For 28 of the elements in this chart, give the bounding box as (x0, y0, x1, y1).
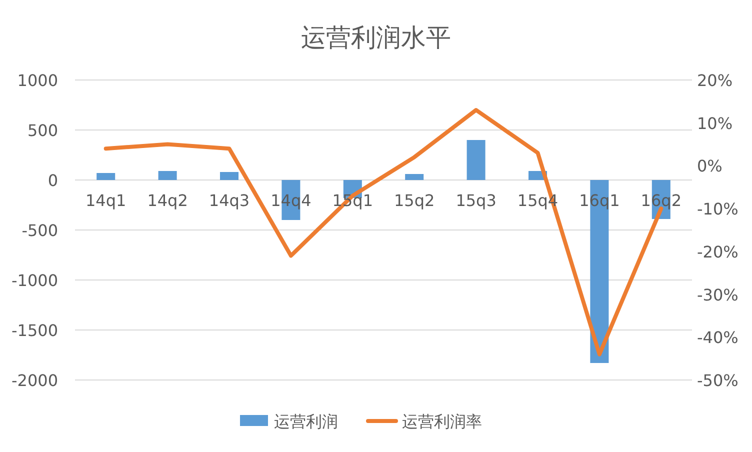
y-tick-label: -500 (22, 221, 58, 240)
bar (158, 171, 177, 180)
chart-title: 运营利润水平 (301, 23, 451, 52)
y2-tick-label: -20% (697, 242, 738, 262)
x-tick-label: 14q3 (208, 191, 250, 210)
y2-tick-label: -50% (697, 371, 738, 390)
y-tick-label: 500 (27, 121, 58, 140)
legend-label: 运营利润 (274, 412, 338, 431)
bar (466, 140, 486, 180)
y2-tick-label: 10% (697, 114, 733, 133)
x-tick-label: 14q1 (86, 191, 126, 210)
y-tick-label: -1000 (12, 271, 58, 290)
y-tick-label: -1500 (12, 321, 58, 340)
bar (405, 174, 424, 180)
y2-tick-label: -10% (697, 200, 738, 219)
legend-label: 运营利润率 (402, 412, 482, 431)
y2-tick-label: -40% (697, 328, 738, 348)
x-tick-label: 15q2 (394, 191, 435, 210)
y2-tick-label: 20% (697, 71, 733, 90)
y-tick-label: -2000 (12, 371, 58, 390)
y-tick-label: 1000 (17, 71, 58, 90)
bar (96, 173, 116, 180)
y2-tick-label: -30% (697, 285, 738, 304)
x-tick-label: 15q3 (456, 191, 496, 210)
x-tick-label: 14q2 (147, 191, 188, 210)
bar (220, 172, 239, 180)
y2-tick-label: 0% (697, 156, 722, 176)
y-tick-label: 0 (48, 171, 58, 190)
